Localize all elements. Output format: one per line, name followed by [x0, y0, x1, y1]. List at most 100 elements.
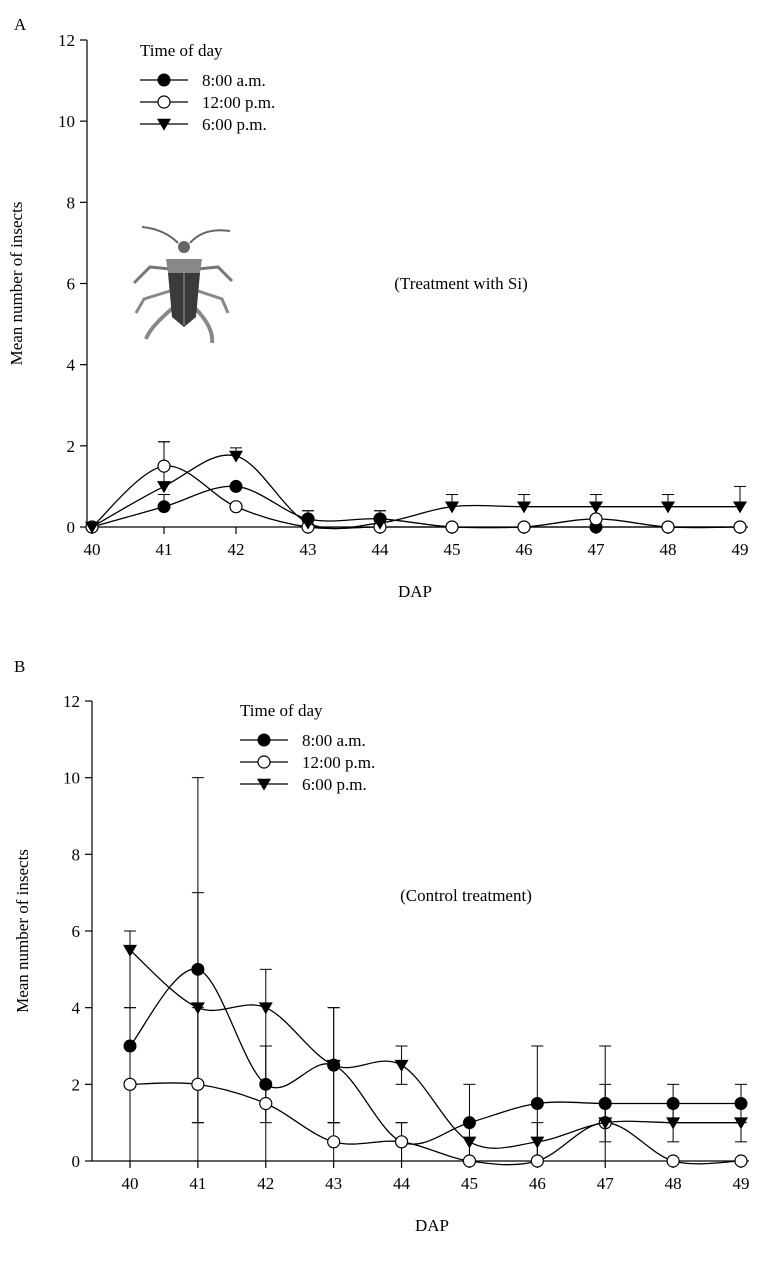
insect-antenna-right: [189, 229, 231, 244]
y-tick-label: 8: [67, 193, 76, 212]
data-point: [191, 1077, 205, 1091]
y-tick-label: 8: [72, 845, 81, 864]
data-point: [530, 1136, 545, 1149]
data-point: [229, 450, 243, 463]
legend-label: 6:00 p.m.: [202, 115, 267, 134]
legend-label: 8:00 a.m.: [302, 731, 366, 750]
legend-marker: [157, 95, 171, 109]
x-tick-label: 48: [660, 540, 677, 559]
x-tick-label: 40: [84, 540, 101, 559]
legend-title: Time of day: [140, 41, 223, 60]
y-tick-label: 10: [58, 112, 75, 131]
legend-marker: [157, 118, 171, 131]
data-point: [229, 479, 243, 493]
series-line: [129, 949, 741, 1149]
x-tick-label: 44: [372, 540, 390, 559]
data-point: [666, 1117, 681, 1130]
chart-annotation: (Control treatment): [400, 886, 532, 905]
data-point: [734, 1097, 748, 1110]
data-point: [589, 512, 603, 526]
data-point: [445, 501, 459, 514]
data-point: [123, 1077, 137, 1091]
data-point: [394, 1059, 409, 1072]
x-tick-label: 43: [300, 540, 317, 559]
legend-label: 6:00 p.m.: [302, 775, 367, 794]
chart-annotation: (Treatment with Si): [394, 274, 527, 293]
data-point: [530, 1154, 544, 1168]
data-point: [85, 521, 99, 534]
y-tick-label: 4: [72, 999, 81, 1018]
panel-label: B: [14, 657, 25, 676]
data-point: [462, 1116, 476, 1130]
y-tick-label: 4: [67, 356, 76, 375]
series-line: [91, 465, 741, 530]
data-point: [462, 1136, 477, 1149]
y-tick-label: 6: [72, 922, 81, 941]
data-point: [598, 1117, 613, 1130]
data-point: [517, 501, 531, 514]
data-point: [327, 1135, 341, 1149]
y-tick-label: 0: [72, 1152, 81, 1171]
y-tick-label: 2: [67, 437, 76, 456]
data-point: [462, 1154, 477, 1168]
data-point: [445, 520, 459, 534]
x-axis-label: DAP: [415, 1216, 449, 1235]
y-tick-label: 0: [67, 518, 76, 537]
panel-label: A: [14, 15, 27, 34]
insect-leg-front-right: [197, 265, 234, 283]
data-point: [517, 520, 531, 534]
legend-marker: [157, 73, 171, 87]
x-tick-label: 45: [461, 1174, 478, 1193]
insect-illustration: [132, 226, 234, 344]
y-tick-label: 2: [72, 1075, 81, 1094]
data-point: [661, 520, 675, 534]
data-point: [191, 962, 205, 976]
data-point: [734, 1154, 748, 1168]
data-point: [123, 1039, 137, 1053]
data-point: [123, 944, 137, 957]
data-point: [589, 501, 603, 514]
series-line: [129, 1082, 742, 1166]
y-tick-label: 10: [63, 769, 80, 788]
series-line: [91, 454, 740, 530]
data-point: [666, 1154, 680, 1168]
insect-pronotum: [166, 259, 202, 273]
data-point: [190, 1002, 205, 1015]
legend-label: 12:00 p.m.: [302, 753, 375, 772]
legend-marker: [257, 755, 271, 769]
data-point: [394, 1135, 409, 1149]
series-line: [129, 968, 741, 1145]
insect-antenna-left: [141, 226, 179, 244]
data-point: [157, 500, 171, 514]
x-tick-label: 40: [122, 1174, 139, 1193]
y-tick-label: 6: [67, 275, 76, 294]
data-point: [259, 1077, 273, 1091]
data-point: [530, 1097, 544, 1110]
insect-leg-mid-left: [134, 289, 171, 314]
x-tick-label: 47: [588, 540, 606, 559]
x-tick-label: 41: [189, 1174, 206, 1193]
legend-title: Time of day: [240, 701, 323, 720]
data-point: [734, 1117, 748, 1130]
x-tick-label: 46: [529, 1174, 546, 1193]
data-point: [661, 501, 675, 514]
data-point: [733, 501, 747, 514]
x-tick-label: 45: [444, 540, 461, 559]
data-point: [258, 1002, 273, 1015]
data-point: [301, 517, 315, 530]
x-tick-label: 48: [665, 1174, 682, 1193]
data-point: [157, 481, 171, 494]
insect-leg-mid-right: [197, 289, 230, 314]
series-line: [91, 485, 740, 529]
insect-leg-front-left: [132, 265, 171, 285]
y-axis-label: Mean number of insects: [13, 849, 32, 1013]
data-point: [598, 1097, 612, 1110]
y-tick-label: 12: [58, 31, 75, 50]
x-tick-label: 46: [516, 540, 533, 559]
data-point: [259, 1096, 273, 1111]
x-axis-label: DAP: [398, 582, 432, 601]
data-point: [229, 500, 243, 514]
